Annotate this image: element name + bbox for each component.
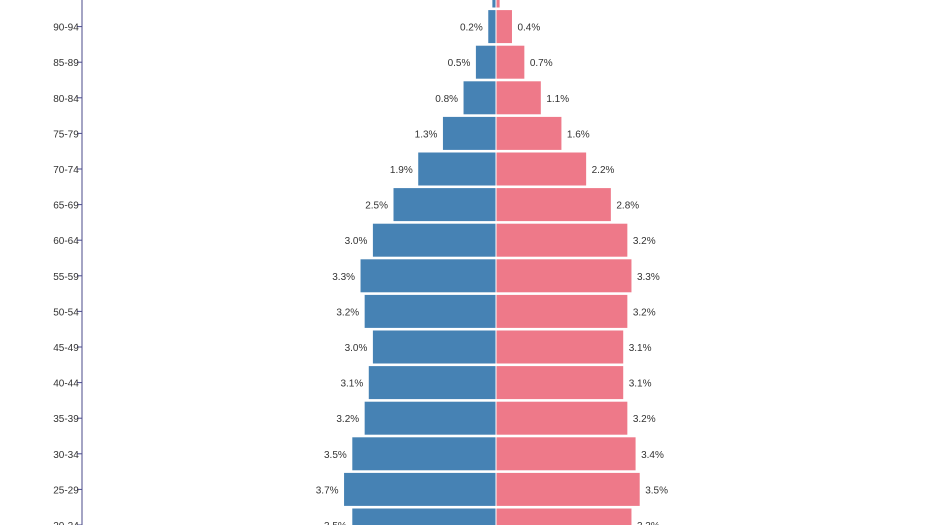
bar-right [495,0,501,9]
data-label-left: 1.9% [390,165,413,176]
bar-right [495,329,625,365]
data-label-right: 3.2% [633,307,656,318]
y-tick-label: 60-64 [53,236,79,247]
bar-left [351,436,497,472]
bar-left [441,115,497,151]
bar-left [487,9,497,45]
bar-left [351,507,497,530]
y-tick-label: 20-24 [53,521,79,525]
data-label-left: 0.5% [448,58,471,69]
data-label-left: 3.0% [345,343,368,354]
data-label-right: 2.8% [616,201,639,212]
data-label-right: 3.1% [629,343,652,354]
bar-right [495,436,637,472]
data-label-right: 3.1% [629,379,652,390]
y-tick-label: 35-39 [53,414,79,425]
data-label-left: 0.8% [435,94,458,105]
y-tick-label: 85-89 [53,58,79,69]
y-tick-label: 45-49 [53,343,79,354]
data-label-left: 3.2% [336,307,359,318]
bar-right [495,258,633,294]
bar-left [474,44,497,80]
y-tick-label: 30-34 [53,450,79,461]
bar-left [359,258,497,294]
bar-left [462,80,497,116]
data-label-left: 2.5% [365,201,388,212]
data-label-right: 0.7% [530,58,553,69]
data-label-left: 3.1% [340,379,363,390]
bar-right [495,507,633,530]
y-tick-label: 75-79 [53,129,79,140]
data-label-right: 3.5% [645,485,668,496]
data-label-right: 3.3% [637,521,660,525]
bar-right [495,293,629,329]
bar-right [495,44,526,80]
data-label-left: 3.0% [345,236,368,247]
bar-left [392,187,497,223]
bar-left [491,0,497,9]
data-label-right: 1.6% [567,129,590,140]
data-label-right: 2.2% [592,165,615,176]
bar-right [495,222,629,258]
bar-right [495,80,542,116]
data-label-left: 0.2% [460,23,483,34]
data-label-right: 3.4% [641,450,664,461]
data-label-left: 3.2% [336,414,359,425]
bar-right [495,151,588,187]
data-label-right: 1.1% [546,94,569,105]
bar-left [371,329,497,365]
data-label-left: 3.5% [324,521,347,525]
bar-left [363,293,497,329]
data-label-left: 3.7% [316,485,339,496]
bar-right [495,365,625,401]
bar-right [495,400,629,436]
bar-left [371,222,497,258]
bar-left [417,151,497,187]
bar-left [343,471,497,507]
data-label-right: 3.2% [633,236,656,247]
bar-right [495,9,513,45]
bar-right [495,115,563,151]
data-label-right: 3.2% [633,414,656,425]
data-label-left: 1.3% [415,129,438,140]
bar-right [495,471,641,507]
data-label-left: 3.5% [324,450,347,461]
y-tick-label: 50-54 [53,307,79,318]
y-tick-label: 55-59 [53,272,79,283]
bar-left [363,400,497,436]
y-tick-label: 90-94 [53,23,79,34]
data-label-right: 0.4% [517,23,540,34]
data-label-right: 3.3% [637,272,660,283]
y-tick-label: 70-74 [53,165,79,176]
bar-right [495,187,612,223]
data-label-left: 3.3% [332,272,355,283]
y-tick-label: 65-69 [53,201,79,212]
y-tick-label: 40-44 [53,379,79,390]
y-tick-label: 80-84 [53,94,79,105]
y-tick-label: 25-29 [53,485,79,496]
bar-left [367,365,497,401]
